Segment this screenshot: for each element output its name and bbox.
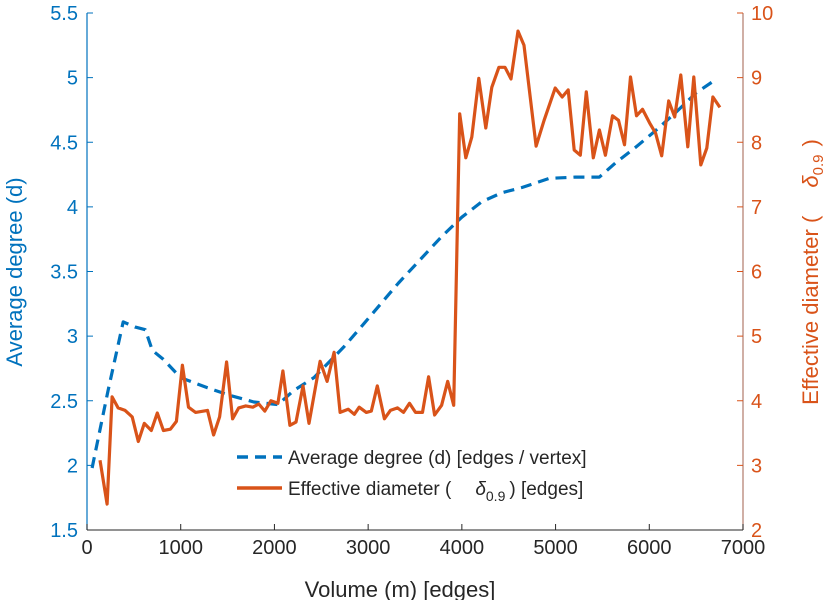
right-axis: 2 3 4 5 6 7 8 9 10 (737, 3, 773, 542)
x-tick-label: 5000 (533, 537, 578, 559)
x-tick-label: 4000 (440, 537, 485, 559)
right-label-sub: 0.9 (810, 154, 827, 175)
legend-delta: δ (475, 479, 486, 500)
left-tick-label: 2.5 (50, 391, 78, 413)
x-axis: 0 1000 2000 3000 4000 5000 6000 7000 (81, 524, 765, 559)
x-tick-label: 1000 (158, 537, 203, 559)
left-axis: 1.5 2 2.5 3 3.5 4 4.5 5 5.5 (50, 3, 93, 542)
x-tick-label: 7000 (721, 537, 766, 559)
x-tick-label: 2000 (252, 537, 297, 559)
right-label-post: ) (798, 139, 823, 146)
right-tick-label: 6 (751, 262, 762, 284)
legend: Average degree (d) [edges / vertex] Effe… (237, 448, 587, 504)
legend-label-effective-diameter: Effective diameter ( δ0.9) [edges] (288, 479, 583, 504)
right-tick-label: 5 (751, 326, 762, 348)
right-tick-label: 2 (751, 520, 762, 542)
left-tick-label: 5.5 (50, 3, 78, 25)
legend-sub: 0.9 (486, 488, 506, 504)
right-tick-label: 7 (751, 197, 762, 219)
x-tick-label: 0 (81, 537, 92, 559)
left-tick-label: 4 (67, 197, 78, 219)
right-tick-label: 9 (751, 68, 762, 90)
left-tick-label: 2 (67, 455, 78, 477)
right-label-pre: Effective diameter ( (798, 215, 823, 405)
series-layer (90, 29, 722, 506)
right-tick-label: 8 (751, 132, 762, 154)
x-tick-label: 6000 (627, 537, 672, 559)
left-tick-label: 4.5 (50, 132, 78, 154)
x-tick-label: 3000 (346, 537, 391, 559)
left-tick-label: 3.5 (50, 262, 78, 284)
x-axis-label: Volume (m) [edges] (305, 577, 496, 600)
right-tick-label: 4 (751, 391, 762, 413)
effective-diameter-line (98, 29, 722, 506)
legend-label-post: ) [edges] (509, 479, 583, 500)
left-tick-label: 3 (67, 326, 78, 348)
left-axis-label: Average degree (d) (2, 177, 27, 366)
right-axis-label: Effective diameter ( δ0.9) (798, 139, 827, 405)
legend-label-pre: Effective diameter ( (288, 479, 452, 500)
left-tick-label: 5 (67, 68, 78, 90)
right-label-delta: δ (798, 175, 823, 188)
average-degree-line (90, 80, 714, 469)
legend-label-average-degree: Average degree (d) [edges / vertex] (288, 448, 587, 469)
left-tick-label: 1.5 (50, 520, 78, 542)
right-tick-label: 10 (751, 3, 773, 25)
right-tick-label: 3 (751, 455, 762, 477)
